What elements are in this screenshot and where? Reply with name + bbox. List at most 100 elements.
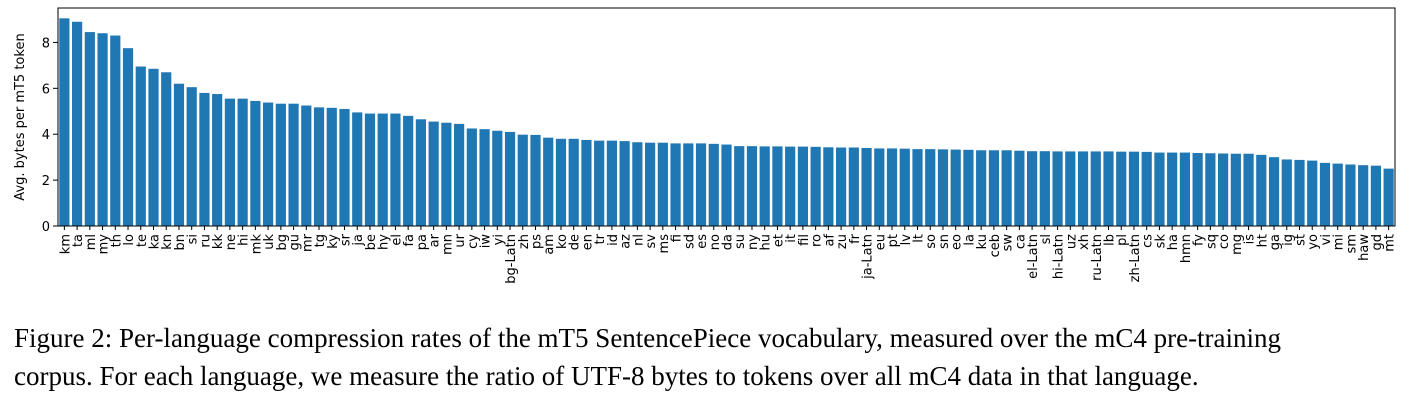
- bar: [1141, 151, 1152, 226]
- x-tick-label: km: [58, 234, 73, 254]
- bar: [72, 21, 83, 227]
- x-tick-label: is: [1243, 234, 1258, 245]
- x-tick-label: haw: [1357, 234, 1372, 261]
- x-tick-label: xh: [1077, 234, 1092, 250]
- bar: [1014, 150, 1025, 226]
- bar: [555, 138, 567, 226]
- bar: [390, 113, 401, 226]
- x-tick-label: eo: [950, 234, 965, 250]
- bar: [759, 146, 770, 226]
- bar: [937, 149, 949, 226]
- x-tick-label: ca: [1013, 234, 1028, 249]
- bar: [364, 113, 376, 226]
- x-tick-label: bg: [275, 234, 290, 251]
- bar: [912, 149, 923, 226]
- x-tick-label: fa: [402, 234, 417, 247]
- bar: [339, 108, 350, 226]
- bar: [1090, 151, 1101, 226]
- x-tick-label: uk: [262, 234, 277, 250]
- x-tick-label: pa: [415, 234, 430, 250]
- x-tick-label: hy: [377, 234, 392, 250]
- bar: [173, 83, 185, 226]
- bar: [721, 144, 732, 226]
- bar: [1077, 151, 1089, 226]
- x-tick-label: sw: [1001, 234, 1016, 252]
- bar: [250, 100, 261, 226]
- bar: [313, 107, 325, 226]
- x-tick-label: te: [135, 234, 150, 247]
- bar: [746, 146, 758, 226]
- x-tick-label: fi: [670, 234, 685, 242]
- bar: [479, 129, 490, 226]
- x-tick-label: bg-Latn: [504, 234, 519, 284]
- bar: [581, 139, 592, 226]
- y-axis-label: Avg. bytes per mT5 token: [13, 33, 28, 200]
- x-tick-label: sr: [339, 233, 354, 246]
- x-tick-label: af: [822, 234, 837, 247]
- bar: [1027, 151, 1038, 226]
- bar: [110, 35, 121, 227]
- chart: Avg. bytes per mT5 token 0 2 4 6 8 kmtamlmyth…: [13, 7, 1398, 284]
- x-tick-label: uz: [1064, 234, 1079, 249]
- bar: [1154, 152, 1165, 226]
- bar: [1383, 168, 1394, 226]
- x-tick-label: ku: [975, 234, 990, 249]
- bar: [1001, 150, 1012, 226]
- x-tick-label: am: [542, 234, 557, 255]
- bar: [403, 115, 414, 226]
- y-tick-label: 0: [42, 220, 50, 235]
- x-tick-label: ht: [1255, 234, 1270, 247]
- bar: [1370, 165, 1381, 226]
- x-tick-label: ml: [84, 234, 99, 250]
- bar: [352, 112, 363, 226]
- bar: [1230, 153, 1241, 226]
- bar: [466, 128, 477, 226]
- y-tick-label: 4: [42, 128, 50, 143]
- bar: [619, 141, 630, 226]
- bar: [899, 148, 910, 226]
- bar: [568, 138, 579, 226]
- bar: [1294, 159, 1305, 226]
- x-tick-label: ro: [810, 234, 825, 247]
- x-tick-label: bn: [173, 234, 188, 251]
- bar: [148, 68, 159, 227]
- caption-line: Figure 2: Per-language compression rates…: [14, 323, 1282, 353]
- x-tick-label: tr: [593, 233, 608, 244]
- x-tick-label: co: [1217, 234, 1232, 249]
- bar: [517, 134, 528, 226]
- bar: [925, 149, 936, 226]
- x-tick-label: lo: [122, 234, 137, 246]
- axes-frame: [57, 7, 1396, 227]
- bar: [606, 140, 617, 226]
- x-tick-label: hi: [237, 234, 252, 246]
- x-tick-label: yo: [1306, 234, 1321, 250]
- x-tick-label: ig: [1281, 234, 1296, 246]
- bar: [212, 94, 223, 226]
- x-tick-label: gu: [288, 234, 303, 251]
- x-tick-label: es: [695, 234, 710, 249]
- x-tick-label: ja: [351, 234, 366, 247]
- x-tick-label: zh-Latn: [1128, 234, 1143, 282]
- x-tick-label: sd: [682, 234, 697, 249]
- x-tick-label: id: [606, 234, 621, 246]
- x-tick-label: ru: [198, 234, 213, 248]
- bar: [683, 143, 694, 226]
- x-tick-label: ar: [428, 233, 443, 247]
- x-tick-label: sk: [1153, 234, 1168, 249]
- bar: [1307, 160, 1318, 226]
- bar: [135, 66, 146, 226]
- bar: [823, 147, 834, 226]
- x-tick-label: zu: [835, 234, 850, 249]
- x-tick-label: mk: [249, 234, 264, 255]
- bar: [670, 143, 681, 226]
- bar: [530, 134, 541, 226]
- bar: [657, 142, 668, 226]
- bar: [1319, 162, 1331, 226]
- x-tick-label: en: [580, 234, 595, 250]
- x-tick-label: sq: [1204, 234, 1219, 249]
- bar: [237, 98, 248, 226]
- x-tick-label: ga: [1268, 234, 1283, 250]
- x-tick-label: yi: [491, 234, 506, 245]
- bar: [1128, 151, 1140, 226]
